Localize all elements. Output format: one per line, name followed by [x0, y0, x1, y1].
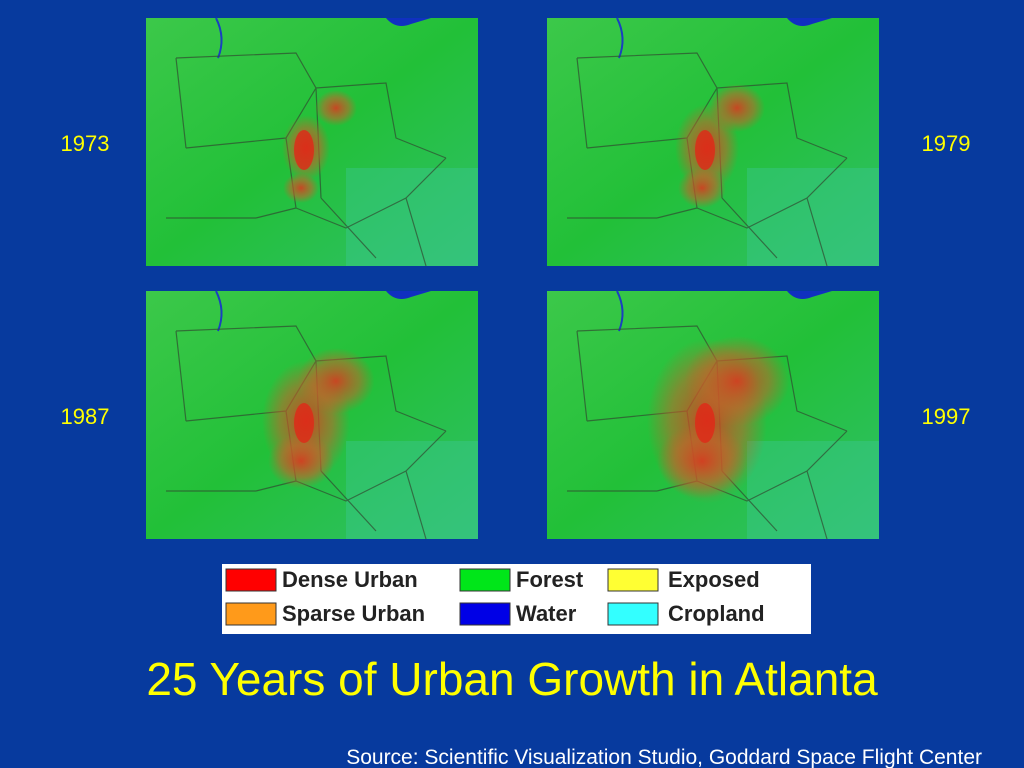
- map-year: 1997: [922, 404, 971, 429]
- map-water: [787, 18, 832, 26]
- title: 25 Years of Urban Growth in Atlanta: [146, 653, 878, 705]
- legend-label: Dense Urban: [282, 567, 418, 592]
- legend-swatch: [459, 602, 511, 626]
- legend-swatch: [607, 568, 659, 592]
- map-image: [146, 17, 478, 267]
- map-water: [616, 290, 624, 332]
- legend: Dense Urban Sparse Urban Forest Water Expose…: [225, 567, 765, 626]
- source: Source: Scientific Visualization Studio,…: [346, 746, 982, 768]
- urban-core: [695, 130, 715, 170]
- map-water: [386, 18, 431, 26]
- map-image: [547, 290, 879, 540]
- legend-swatch: [225, 568, 277, 592]
- urban-area: [268, 433, 334, 489]
- map-year: 1979: [922, 131, 971, 156]
- urban-area: [709, 84, 765, 132]
- map-image: [547, 17, 879, 267]
- urban-area: [283, 173, 319, 203]
- map-image: [146, 290, 478, 540]
- legend-swatch: [225, 602, 277, 626]
- urban-core: [695, 403, 715, 443]
- maps: [146, 17, 879, 540]
- legend-box: [222, 564, 811, 634]
- urban-core: [294, 403, 314, 443]
- legend-label: Water: [516, 601, 577, 626]
- urban-area: [678, 168, 726, 208]
- urban-area: [657, 423, 747, 499]
- legend-swatch: [459, 568, 511, 592]
- map-water: [616, 17, 624, 59]
- map-water: [215, 17, 223, 59]
- map-year: 1987: [61, 404, 110, 429]
- urban-area: [684, 336, 790, 426]
- map-year: 1973: [61, 131, 110, 156]
- map-water: [386, 291, 431, 299]
- legend-swatch: [607, 602, 659, 626]
- legend-label: Cropland: [668, 601, 765, 626]
- urban-area: [315, 90, 357, 126]
- legend-label: Sparse Urban: [282, 601, 425, 626]
- urban-area: [297, 348, 375, 414]
- legend-label: Exposed: [668, 567, 760, 592]
- map-water: [215, 290, 223, 332]
- urban-core: [294, 130, 314, 170]
- legend-label: Forest: [516, 567, 584, 592]
- map-water: [787, 291, 832, 299]
